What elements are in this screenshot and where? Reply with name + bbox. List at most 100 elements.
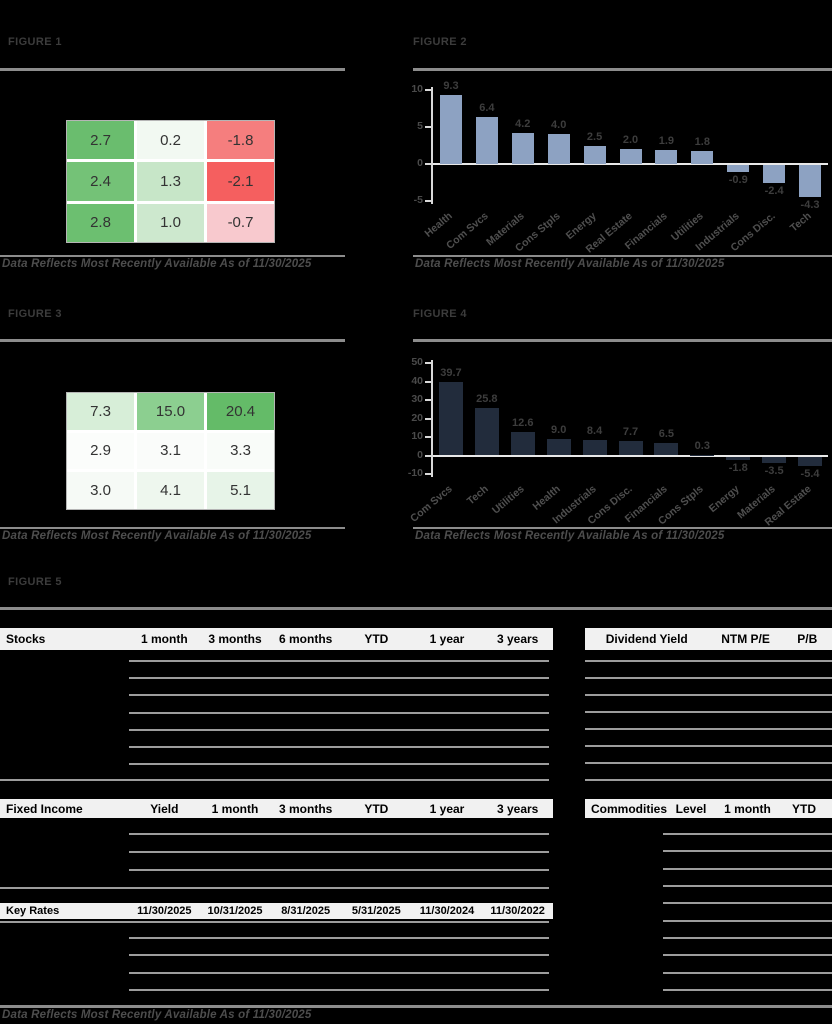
y-axis-tick-mark: [425, 399, 431, 401]
table-column-header: 1 year: [429, 801, 465, 816]
heatmap-cell: -0.7: [207, 203, 274, 242]
row-separator: [585, 728, 832, 730]
bar-value-label: 8.4: [586, 424, 603, 437]
bar-value-label: 39.7: [440, 367, 462, 380]
row-separator: [129, 694, 549, 696]
bar: [475, 116, 498, 164]
row-separator: [663, 885, 832, 887]
table-column-header: 10/31/2025: [207, 905, 263, 917]
table-column-header: 1 month: [211, 801, 259, 816]
bar: [619, 149, 642, 164]
figure1-caption: Data Reflects Most Recently Available As…: [2, 258, 312, 270]
figure3-heatmap: 7.3 15.0 20.4 2.9 3.1 3.3 3.0 4.1 5.1: [66, 392, 275, 510]
bar: [654, 443, 679, 456]
heatmap-cell: 15.0: [137, 393, 204, 430]
y-axis-tick-label: 30: [411, 393, 423, 405]
table-title-cell: Fixed Income: [6, 801, 83, 816]
bar: [510, 432, 535, 456]
row-separator: [129, 954, 549, 956]
bar-value-label: -2.4: [764, 184, 784, 197]
heatmap-cell: 1.0: [137, 203, 204, 242]
fixed-income-table-header: Fixed Income Yield 1 month 3 months YTD 1 yea…: [0, 799, 553, 818]
row-separator: [585, 711, 832, 713]
heatmap-cell: 3.0: [67, 472, 134, 509]
row-separator: [129, 937, 549, 939]
figure5-title-rule: [0, 607, 832, 610]
table-column-header: 11/30/2024: [419, 905, 475, 917]
row-separator: [663, 989, 832, 991]
table-column-header: 5/31/2025: [351, 905, 401, 917]
row-separator: [129, 660, 549, 662]
heatmap-cell: 4.1: [137, 472, 204, 509]
figure1-heatmap: 2.7 0.2 -1.8 2.4 1.3 -2.1 2.8 1.0 -0.7: [66, 120, 275, 243]
table-column-header: YTD: [364, 632, 389, 646]
row-separator: [663, 902, 832, 904]
heatmap-cell: 2.8: [67, 203, 134, 242]
y-axis-tick-label: -5: [413, 194, 423, 206]
heatmap-cell: 5.1: [207, 472, 274, 509]
heatmap-cell: 20.4: [207, 393, 274, 430]
bar: [474, 407, 499, 456]
row-separator: [585, 660, 832, 662]
y-axis-tick-mark: [425, 417, 431, 420]
figure4-caption: Data Reflects Most Recently Available As…: [415, 530, 725, 542]
bar-value-label: -1.8: [728, 461, 748, 474]
row-separator: [585, 762, 832, 764]
y-axis-tick-label: 0: [417, 157, 423, 169]
y-axis-tick-mark: [425, 126, 431, 128]
figure1-title-rule: [0, 68, 345, 71]
row-separator: [129, 989, 549, 991]
heatmap-cell: 2.4: [67, 162, 134, 201]
bar-value-label: 1.9: [658, 134, 675, 147]
row-separator: [663, 868, 832, 870]
bar: [546, 438, 571, 456]
figure1-caption-line: [0, 255, 345, 257]
row-separator: [129, 677, 549, 679]
row-separator: [129, 712, 549, 714]
row-separator: [663, 954, 832, 956]
table-column-header: 11/30/2022: [490, 905, 545, 917]
table-column-header: 11/30/2025: [137, 905, 192, 917]
row-separator: [129, 746, 549, 748]
table-column-header: 3 months: [208, 632, 262, 646]
commodities-table-header: Commodities Level 1 month YTD: [585, 799, 832, 818]
figure3-caption-line: [0, 527, 345, 529]
y-axis-tick-mark: [425, 89, 431, 91]
heatmap-cell: 7.3: [67, 393, 134, 430]
table-column-header: 3 years: [496, 801, 539, 816]
row-separator: [129, 729, 549, 731]
row-separator: [585, 745, 832, 747]
table-column-header: Level: [675, 801, 707, 816]
y-axis-tick-label: 40: [411, 374, 423, 387]
figure2-caption-line: [413, 255, 832, 257]
row-separator: [663, 920, 832, 922]
y-axis-tick-label: 50: [411, 356, 423, 368]
bar-value-label: 1.8: [694, 135, 710, 148]
table-title-cell: Commodities: [591, 801, 668, 816]
bar-value-label: 0.3: [694, 439, 710, 452]
bar-value-label: 7.7: [622, 426, 639, 439]
bar-value-label: 25.8: [476, 392, 498, 405]
table-column-header: 3 months: [278, 801, 333, 816]
zero-line: [433, 454, 828, 457]
figure2-title-rule: [413, 68, 832, 71]
figure4-caption-line: [413, 527, 832, 529]
table-column-header: YTD: [364, 801, 389, 816]
y-axis-tick-mark: [425, 473, 431, 475]
row-separator: [663, 850, 832, 852]
bar: [511, 132, 534, 164]
bar-value-label: 9.0: [551, 423, 567, 436]
dividend-table-header: Dividend Yield NTM P/E P/B: [585, 628, 832, 650]
figure4-label: FIGURE 4: [413, 308, 467, 320]
bar-value-label: -4.3: [800, 198, 820, 211]
heatmap-cell: -2.1: [207, 162, 274, 201]
table-column-header: Yield: [150, 801, 179, 816]
table-column-header: P/B: [797, 632, 818, 646]
bar: [439, 95, 462, 164]
row-separator: [129, 972, 549, 974]
y-axis-line: [431, 360, 433, 477]
bar-value-label: 6.4: [479, 101, 495, 114]
bar-value-label: -3.5: [764, 464, 784, 477]
bar-value-label: 2.5: [586, 130, 603, 143]
row-separator: [0, 779, 549, 781]
